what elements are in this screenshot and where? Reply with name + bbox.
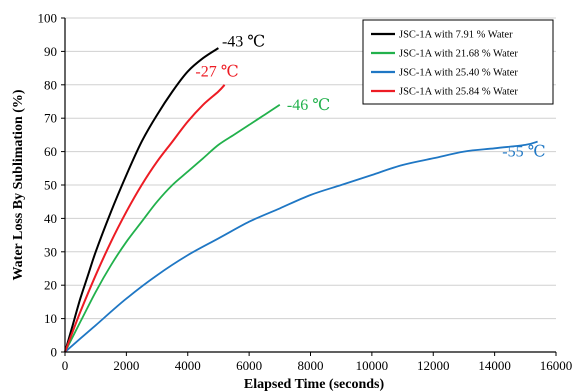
series-annotation: -55 ℃ <box>502 144 545 161</box>
y-tick-label: 100 <box>38 11 58 26</box>
y-tick-label: 20 <box>44 278 57 293</box>
y-tick-label: 90 <box>44 44 57 59</box>
x-tick-label: 4000 <box>175 358 201 373</box>
grid <box>65 17 556 320</box>
x-axis-title: Elapsed Time (seconds) <box>244 377 385 392</box>
x-tick-label: 8000 <box>298 358 324 373</box>
series-annotation: -27 ℃ <box>195 63 238 80</box>
x-tick-label: 6000 <box>236 358 262 373</box>
x-tick-label: 0 <box>62 358 69 373</box>
x-tick-label: 16000 <box>540 358 573 373</box>
x-tick-label: 12000 <box>417 358 450 373</box>
series-annotation: -43 ℃ <box>222 33 265 50</box>
series-layer <box>64 47 538 353</box>
y-tick-label: 70 <box>44 111 57 126</box>
legend-label: JSC-1A with 21.68 % Water <box>399 49 518 60</box>
y-tick-label: 60 <box>44 144 57 159</box>
y-tick-label: 80 <box>44 77 57 92</box>
y-tick-label: 40 <box>44 211 57 226</box>
series-line <box>64 140 538 353</box>
legend-label: JSC-1A with 25.40 % Water <box>399 68 518 79</box>
series-line <box>64 104 281 353</box>
legend: JSC-1A with 7.91 % Water JSC-1A with 21.6… <box>362 19 554 105</box>
x-tick-label: 2000 <box>113 358 139 373</box>
series-line <box>64 47 219 353</box>
y-tick-label: 50 <box>44 178 57 193</box>
x-tick-label: 14000 <box>478 358 511 373</box>
series-annotation: -46 ℃ <box>287 97 330 114</box>
y-tick-label: 0 <box>51 345 58 360</box>
y-tick-label: 10 <box>44 311 57 326</box>
series-line <box>64 84 226 353</box>
annotations: -43 ℃ -46 ℃ -55 ℃ -27 ℃ <box>195 33 545 160</box>
legend-label: JSC-1A with 25.84 % Water <box>399 87 518 98</box>
y-axis-title: Water Loss By Sublimation (%) <box>11 89 26 280</box>
y-tick-label: 30 <box>44 244 57 259</box>
ticks: 0 10 20 30 40 50 60 70 80 90 100 0 2000 4000 6000 8000 1… <box>38 11 573 374</box>
legend-label: JSC-1A with 7.91 % Water <box>399 30 513 41</box>
x-tick-label: 10000 <box>356 358 389 373</box>
